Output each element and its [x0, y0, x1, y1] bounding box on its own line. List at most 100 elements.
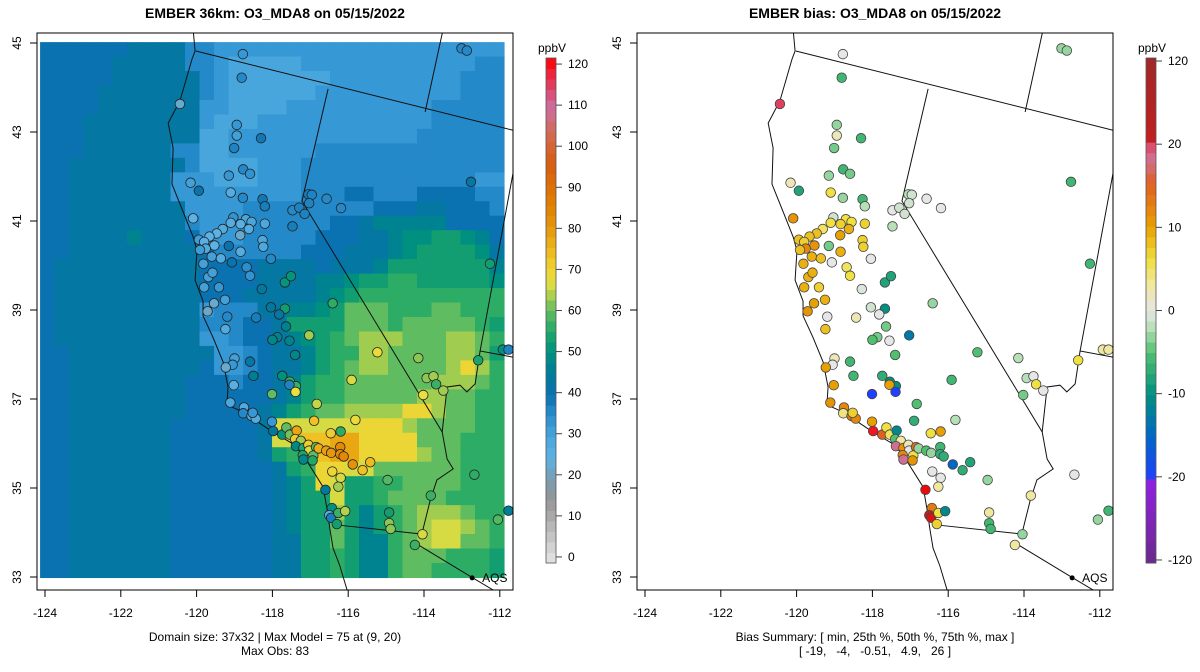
- model-grid-cell: [98, 128, 114, 144]
- model-grid-cell: [373, 215, 389, 231]
- model-grid-cell: [199, 172, 215, 188]
- colorbar-segment: [546, 89, 556, 101]
- station-marker: [877, 370, 888, 382]
- model-grid-cell: [69, 374, 85, 390]
- model-grid-cell: [489, 534, 505, 550]
- colorbar-segment: [546, 457, 556, 469]
- model-grid-cell: [257, 562, 273, 579]
- model-grid-cell: [431, 230, 447, 246]
- colorbar-segment: [546, 205, 556, 217]
- aqs-label: AQS: [482, 571, 507, 585]
- model-grid-cell: [141, 128, 157, 144]
- colorbar-segment: [1146, 89, 1156, 101]
- model-grid-cell: [40, 418, 56, 434]
- model-grid-cell: [243, 85, 259, 101]
- model-grid-cell: [185, 42, 201, 58]
- model-grid-cell: [416, 317, 433, 333]
- model-grid-cell: [69, 490, 85, 506]
- model-grid-cell: [40, 374, 56, 390]
- model-grid-cell: [416, 562, 433, 579]
- model-grid-cell: [431, 128, 447, 144]
- model-grid-cell: [83, 85, 99, 101]
- model-grid-cell: [344, 56, 360, 72]
- model-grid-cell: [156, 85, 172, 101]
- domain-summary: Domain size: 37x32 | Max Model = 75 at (…: [148, 630, 402, 644]
- model-grid-cell: [402, 288, 418, 304]
- model-grid-cell: [373, 389, 389, 405]
- model-grid-cell: [387, 317, 404, 333]
- model-grid-cell: [272, 71, 288, 87]
- model-grid-cell: [40, 42, 56, 58]
- model-grid-cell: [98, 418, 114, 434]
- model-grid-cell: [243, 244, 259, 260]
- model-grid-cell: [156, 505, 172, 521]
- model-grid-cell: [185, 99, 201, 116]
- coastline: [167, 33, 348, 590]
- model-grid-cell: [214, 548, 230, 564]
- model-grid-cell: [40, 562, 56, 579]
- model-grid-cell: [431, 201, 447, 217]
- colorbar-tick-label: -20: [1168, 470, 1186, 484]
- model-grid-cell: [112, 230, 128, 246]
- station-marker: [303, 197, 315, 209]
- station-marker: [335, 472, 346, 483]
- model-grid-cell: [301, 562, 317, 579]
- model-grid-cell: [199, 461, 215, 477]
- model-grid-cell: [330, 157, 346, 173]
- model-grid-cell: [416, 56, 433, 72]
- model-grid-cell: [69, 403, 85, 419]
- model-grid-cell: [431, 288, 447, 304]
- model-grid-cell: [359, 490, 375, 506]
- station-marker: [237, 192, 249, 204]
- station-marker: [244, 356, 256, 367]
- model-grid-cell: [199, 389, 215, 405]
- model-grid-cell: [474, 562, 491, 579]
- model-grid-cell: [373, 403, 389, 419]
- model-grid-cell: [489, 389, 505, 405]
- model-grid-cell: [402, 114, 418, 130]
- station-marker: [220, 323, 231, 335]
- model-grid-cell: [387, 143, 404, 159]
- model-grid-cell: [460, 389, 476, 405]
- model-grid-cell: [301, 215, 317, 231]
- colorbar-segment: [546, 131, 556, 143]
- model-grid-cell: [112, 374, 128, 390]
- model-grid-cell: [69, 71, 85, 87]
- colorbar-segment: [1146, 152, 1156, 164]
- station-marker: [844, 168, 856, 180]
- model-grid-cell: [185, 85, 201, 101]
- colorbar-segment: [546, 510, 556, 522]
- model-grid-cell: [445, 56, 462, 72]
- model-grid-cell: [344, 345, 360, 362]
- model-grid-cell: [359, 548, 375, 564]
- model-grid-cell: [170, 461, 186, 477]
- model-grid-cell: [185, 432, 201, 448]
- model-grid-cell: [489, 128, 505, 144]
- model-grid-cell: [416, 259, 433, 275]
- model-grid-cell: [373, 114, 389, 130]
- model-grid-cell: [373, 447, 389, 463]
- model-grid-cell: [359, 345, 375, 362]
- x-tick-label: -122: [709, 606, 733, 620]
- model-grid-cell: [69, 432, 85, 448]
- model-grid-cell: [272, 244, 288, 260]
- model-grid-cell: [214, 403, 230, 419]
- model-grid-cell: [83, 172, 99, 188]
- model-grid-cell: [170, 360, 186, 376]
- model-grid-cell: [445, 345, 462, 362]
- model-grid-cell: [40, 128, 56, 144]
- y-tick-label: 43: [610, 125, 624, 139]
- model-grid-cell: [330, 273, 346, 289]
- right-panel-title: EMBER bias: O3_MDA8 on 05/15/2022: [748, 5, 1002, 21]
- colorbar-segment: [546, 394, 556, 406]
- model-grid-cell: [359, 403, 375, 419]
- model-grid-cell: [98, 476, 114, 492]
- model-grid-cell: [445, 201, 462, 217]
- model-grid-cell: [127, 85, 143, 101]
- aqs-marker: [469, 575, 475, 581]
- model-grid-cell: [199, 476, 215, 492]
- model-grid-cell: [98, 259, 114, 275]
- model-grid-cell: [83, 418, 99, 434]
- model-grid-cell: [83, 432, 99, 448]
- colorbar-segment: [546, 478, 556, 490]
